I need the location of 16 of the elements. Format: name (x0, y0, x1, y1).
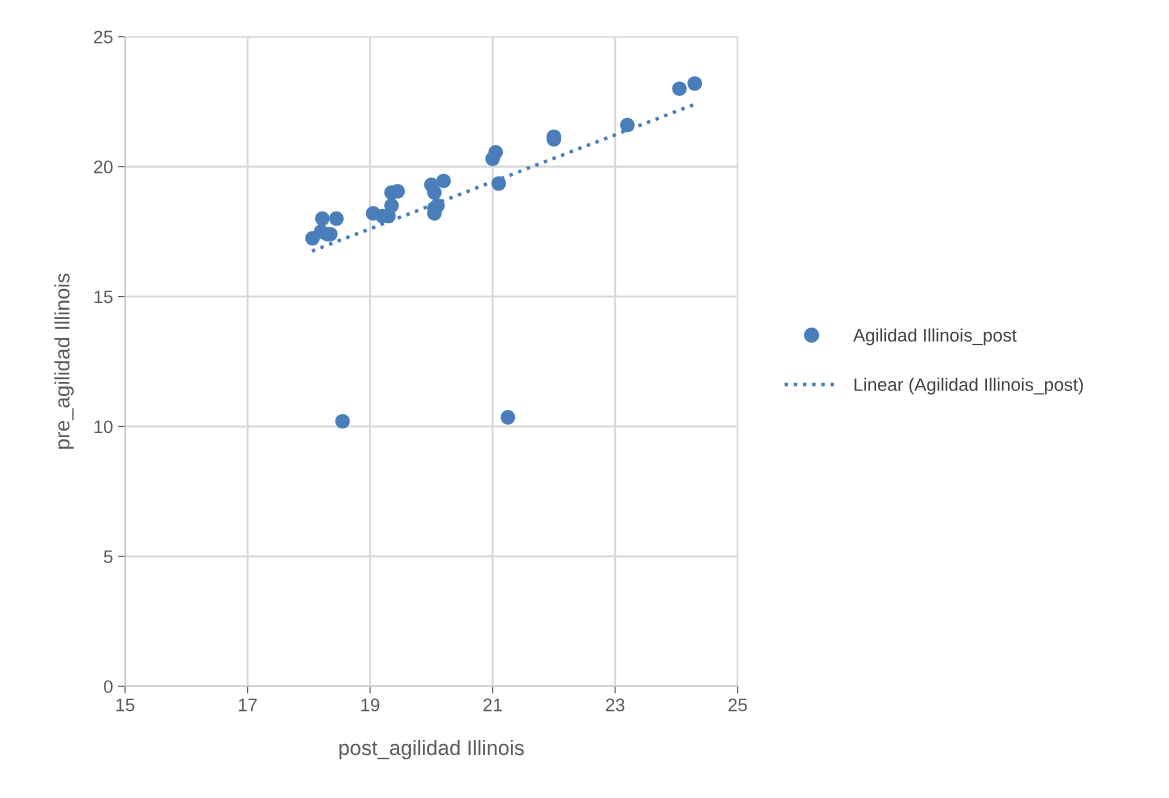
y-axis-title: pre_agilidad Illinois (54, 273, 74, 449)
x-tick-label: 15 (116, 698, 135, 712)
x-tick-label: 19 (361, 698, 380, 712)
y-tick-label: 20 (94, 160, 113, 174)
legend-label: Linear (Agilidad Illinois_post) (854, 377, 1083, 395)
x-tick-label: 17 (238, 698, 257, 712)
x-tick-label: 25 (728, 698, 747, 712)
x-tick-label: 23 (606, 698, 625, 712)
y-tick-label: 15 (94, 290, 113, 304)
x-tick-label: 21 (483, 698, 502, 712)
y-tick-label: 5 (103, 550, 113, 564)
x-axis-title: post_agilidad Illinois (339, 739, 524, 760)
y-tick-label: 25 (94, 30, 113, 44)
legend-label: Agilidad Illinois_post (853, 328, 1017, 346)
y-tick-label: 10 (94, 420, 113, 434)
y-tick-label: 0 (103, 680, 113, 693)
